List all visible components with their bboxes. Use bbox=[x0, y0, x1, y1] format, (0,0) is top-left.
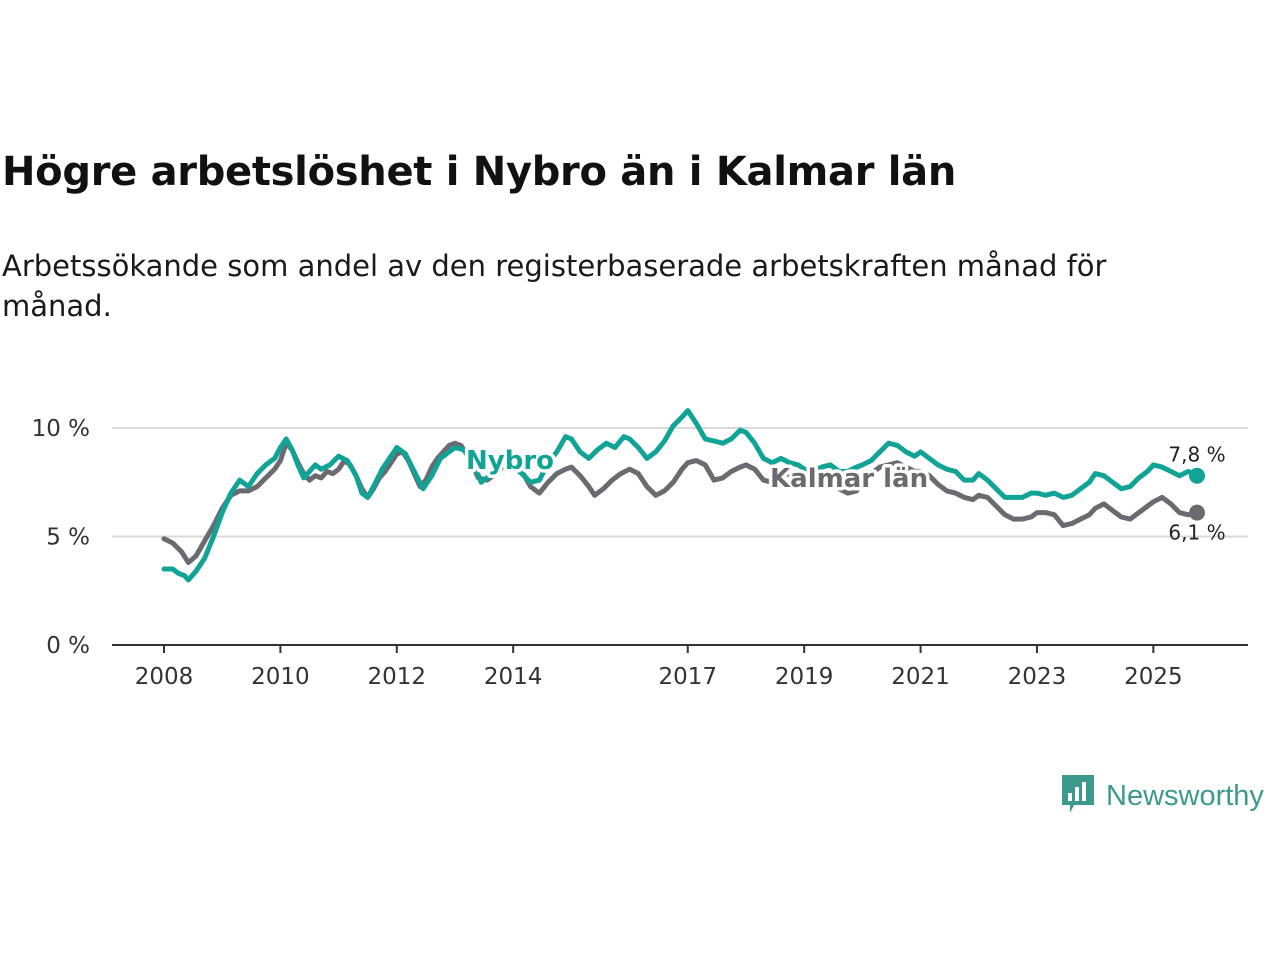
chart-subtitle: Arbetssökande som andel av den registerb… bbox=[2, 249, 1107, 323]
series-label: Nybro bbox=[466, 446, 554, 476]
end-markers: 6,1 % 7,8 % bbox=[1168, 443, 1225, 545]
y-axis-ticks: 0 % 5 % 10 % bbox=[32, 416, 90, 659]
x-tick-label: 2019 bbox=[775, 664, 834, 690]
x-tick-label: 2008 bbox=[135, 664, 194, 690]
end-point-marker bbox=[1189, 467, 1205, 484]
series-line-kalmar-län bbox=[161, 440, 1200, 565]
y-tick-label: 10 % bbox=[32, 416, 90, 442]
series-label: Kalmar län bbox=[770, 464, 928, 494]
x-tick-label: 2014 bbox=[484, 664, 543, 690]
end-value-label: 6,1 % bbox=[1168, 521, 1225, 545]
end-value-label: 7,8 % bbox=[1168, 443, 1225, 467]
brand-name: Newsworthy bbox=[1106, 779, 1264, 812]
x-tick-label: 2021 bbox=[891, 664, 950, 690]
x-tick-label: 2012 bbox=[368, 664, 427, 690]
end-point-marker bbox=[1189, 504, 1205, 521]
x-tick-label: 2010 bbox=[251, 664, 310, 690]
y-tick-label: 5 % bbox=[46, 525, 90, 551]
newsworthy-brand[interactable]: Newsworthy bbox=[1060, 772, 1264, 820]
series-lines bbox=[161, 408, 1200, 583]
x-axis-ticks: 2008 2010 2012 2014 2017 2019 2021 2023 2025 bbox=[135, 645, 1183, 690]
y-tick-label: 0 % bbox=[46, 633, 90, 659]
newsworthy-logo-icon bbox=[1062, 775, 1094, 813]
series-labels: Kalmar län Nybro bbox=[463, 443, 932, 498]
x-tick-label: 2017 bbox=[659, 664, 718, 690]
series-line-nybro bbox=[161, 408, 1200, 583]
x-tick-label: 2025 bbox=[1124, 664, 1183, 690]
gridlines bbox=[112, 427, 1248, 538]
chart-title: Högre arbetslöshet i Nybro än i Kalmar l… bbox=[2, 149, 957, 195]
x-tick-label: 2023 bbox=[1008, 664, 1067, 690]
